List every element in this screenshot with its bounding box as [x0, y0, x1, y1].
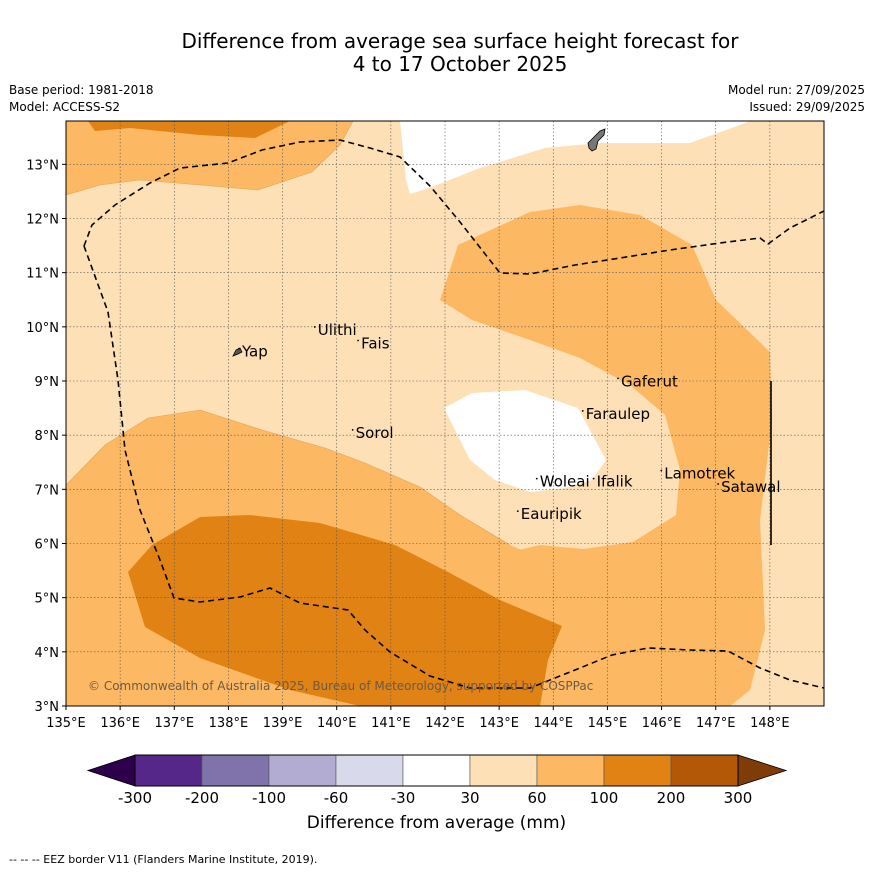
lon-tick-label: 148°E: [750, 716, 790, 731]
colorbar-extend-high: [737, 754, 788, 787]
island-marker: [660, 469, 663, 472]
lat-tick-label: 5°N: [35, 592, 60, 607]
colorbar-tick-label: -60: [324, 789, 349, 807]
contour-100-200-south: [128, 515, 562, 706]
model-label: Model: ACCESS-S2: [9, 100, 121, 114]
island-marker: [357, 339, 359, 342]
colorbar-segment: [268, 754, 337, 787]
map-title-line2: 4 to 17 October 2025: [352, 52, 568, 76]
lon-tick-label: 143°E: [479, 716, 519, 731]
colorbar-tick-label: 300: [724, 789, 753, 807]
lon-tick-label: 147°E: [696, 716, 736, 731]
colorbar-tick-label: -100: [252, 789, 286, 807]
guam-island-shape: [587, 128, 606, 152]
island-marker: [313, 326, 316, 328]
island-marker: [351, 428, 354, 431]
island-marker: [592, 477, 595, 480]
lat-tick-label: 12°N: [26, 213, 59, 228]
colorbar-tick-label: 60: [527, 789, 546, 807]
base-period-label: Base period: 1981-2018: [9, 83, 154, 97]
colorbar-segment: [201, 754, 270, 787]
lon-tick-label: 136°E: [100, 716, 140, 731]
colorbar-segment: [603, 754, 672, 787]
contour-near-zero-central: [444, 390, 606, 492]
lon-tick-label: 145°E: [588, 716, 628, 731]
colorbar-tick-label: 100: [590, 789, 619, 807]
island-marker: [516, 510, 519, 513]
lon-tick-label: 140°E: [317, 716, 357, 731]
lon-tick-label: 139°E: [263, 716, 303, 731]
eez-footnote: -- -- -- EEZ border V11 (Flanders Marine…: [9, 853, 318, 866]
place-label-ifalik: Ifalik: [597, 473, 633, 491]
lon-tick-label: 137°E: [155, 716, 195, 731]
colorbar-tick-label: -300: [118, 789, 152, 807]
island-marker: [535, 477, 538, 480]
lat-tick-label: 9°N: [35, 375, 60, 390]
contour-near-zero-north: [400, 121, 750, 194]
colorbar-frame: [134, 754, 739, 787]
lat-tick-label: 4°N: [35, 646, 60, 661]
contour-100-200-north: [88, 121, 290, 138]
lat-tick-label: 8°N: [35, 429, 60, 444]
colorbar-segment: [536, 754, 605, 787]
colorbar-extend-low: [86, 754, 136, 787]
eez-border-line: [83, 139, 825, 689]
colorbar-tick-label: -30: [391, 789, 416, 807]
place-label-ulithi: Ulithi: [318, 321, 357, 339]
place-label-fais: Fais: [361, 335, 390, 353]
lon-tick-label: 135°E: [46, 716, 86, 731]
place-label-lamotrek: Lamotrek: [664, 465, 735, 483]
issued-label: Issued: 29/09/2025: [749, 100, 865, 114]
colorbar-segment: [335, 754, 404, 787]
lon-tick-label: 142°E: [425, 716, 465, 731]
colorbar-segment: [134, 754, 203, 787]
place-label-gaferut: Gaferut: [621, 372, 678, 390]
colorbar-segment: [469, 754, 538, 787]
lat-tick-label: 6°N: [35, 538, 60, 553]
place-label-woleai: Woleai: [540, 473, 590, 491]
lon-tick-label: 138°E: [209, 716, 249, 731]
island-marker: [238, 347, 240, 350]
lat-tick-label: 3°N: [35, 700, 60, 715]
lat-tick-label: 7°N: [35, 483, 60, 498]
lon-tick-label: 144°E: [534, 716, 574, 731]
lon-tick-label: 146°E: [642, 716, 682, 731]
island-marker: [581, 410, 584, 412]
colorbar-segment: [670, 754, 739, 787]
model-run-label: Model run: 27/09/2025: [727, 83, 865, 97]
place-label-faraulep: Faraulep: [586, 405, 650, 423]
place-label-sorol: Sorol: [356, 424, 394, 442]
lon-tick-label: 141°E: [371, 716, 411, 731]
copyright-notice: © Commonwealth of Australia 2025, Bureau…: [88, 679, 593, 693]
colorbar-tick-label: 200: [657, 789, 686, 807]
place-label-yap: Yap: [241, 343, 268, 361]
lat-tick-label: 13°N: [26, 158, 59, 173]
contour-60-100-northwest: [66, 121, 353, 195]
colorbar-title: Difference from average (mm): [306, 813, 567, 833]
map-title-line1: Difference from average sea surface heig…: [181, 29, 739, 53]
lat-tick-label: 11°N: [26, 267, 59, 282]
lat-tick-label: 10°N: [26, 321, 59, 336]
island-marker: [617, 377, 619, 380]
place-label-satawal: Satawal: [721, 478, 780, 496]
place-label-eauripik: Eauripik: [521, 505, 582, 523]
yap-island-shape: [232, 347, 243, 357]
colorbar-tick-label: 30: [460, 789, 479, 807]
colorbar-segment: [402, 754, 471, 787]
island-marker: [717, 483, 720, 485]
colorbar-tick-label: -200: [185, 789, 219, 807]
